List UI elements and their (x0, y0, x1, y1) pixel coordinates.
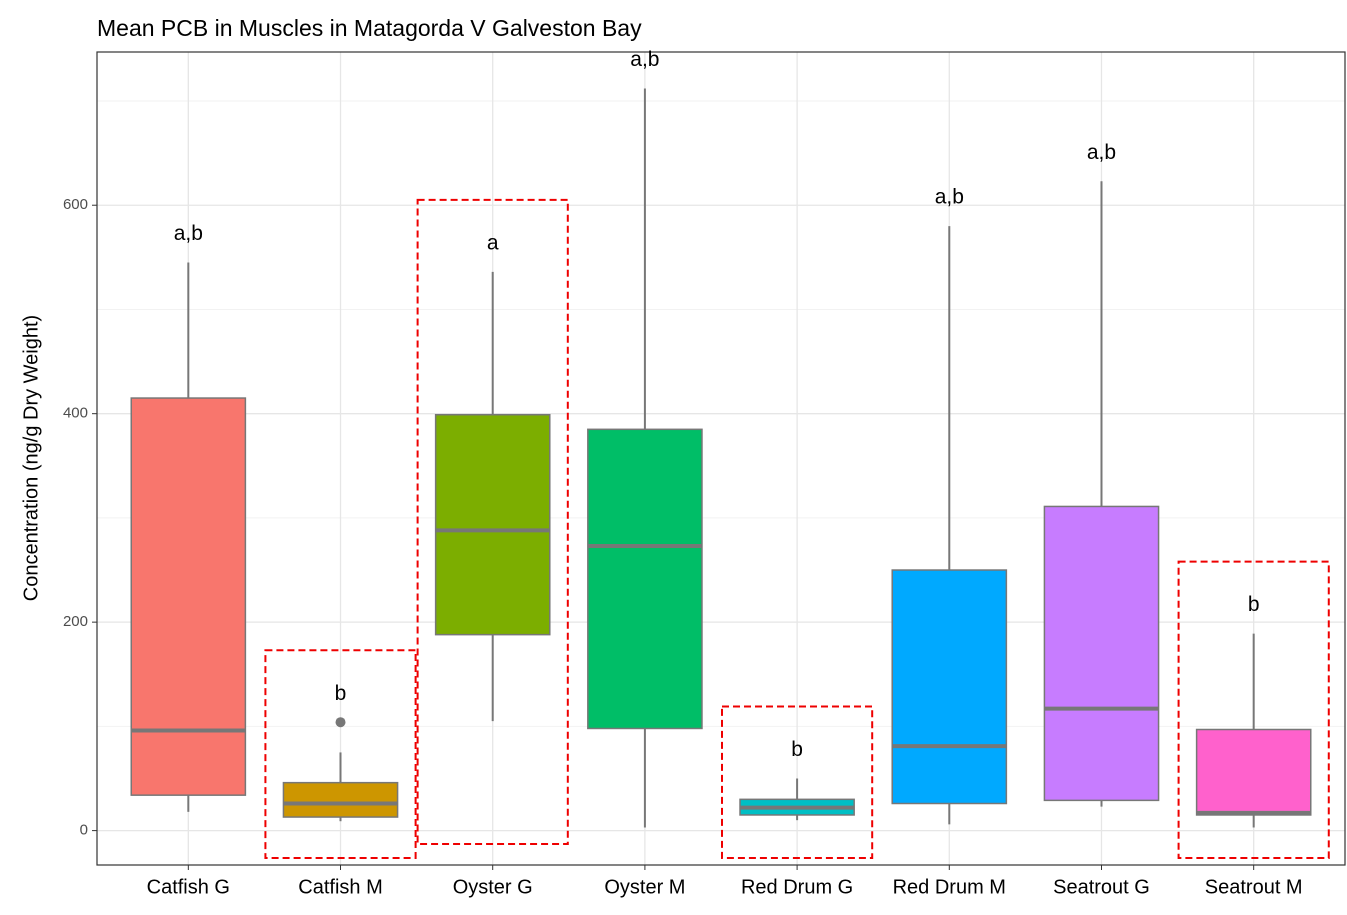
y-tick-label: 600 (63, 196, 88, 213)
significance-letter: a,b (174, 222, 203, 245)
y-axis-label: Concentration (ng/g Dry Weight) (20, 315, 42, 601)
x-tick-label: Red Drum M (893, 876, 1006, 898)
box (1043, 505, 1160, 802)
significance-letter: a (487, 231, 499, 254)
x-tick-label: Red Drum G (741, 876, 853, 898)
significance-letter: a,b (630, 48, 659, 71)
x-tick-label: Seatrout M (1205, 876, 1303, 898)
x-tick-label: Oyster M (604, 876, 685, 898)
x-tick-label: Catfish M (298, 876, 382, 898)
chart-title: Mean PCB in Muscles in Matagorda V Galve… (97, 15, 642, 41)
outlier (335, 717, 346, 728)
y-tick-label: 200 (63, 613, 88, 630)
significance-letter: b (1248, 593, 1260, 616)
x-tick-label: Oyster G (453, 876, 533, 898)
significance-letter: a,b (1087, 141, 1116, 164)
box (1195, 728, 1312, 816)
significance-letter: b (791, 738, 803, 761)
y-tick-label: 0 (80, 822, 88, 839)
significance-letter: b (335, 682, 347, 705)
x-tick-label: Catfish G (147, 876, 230, 898)
y-tick-label: 400 (63, 405, 88, 422)
box (587, 428, 703, 730)
highlight-box (1177, 560, 1330, 859)
highlight-box (721, 705, 874, 859)
highlight-box (264, 649, 417, 860)
box (891, 569, 1008, 805)
plot-border (96, 51, 1346, 866)
box (130, 397, 247, 796)
x-tick-label: Seatrout G (1053, 876, 1150, 898)
significance-letter: a,b (935, 186, 964, 209)
highlight-box (416, 198, 569, 845)
box (434, 413, 551, 636)
box (282, 781, 399, 818)
